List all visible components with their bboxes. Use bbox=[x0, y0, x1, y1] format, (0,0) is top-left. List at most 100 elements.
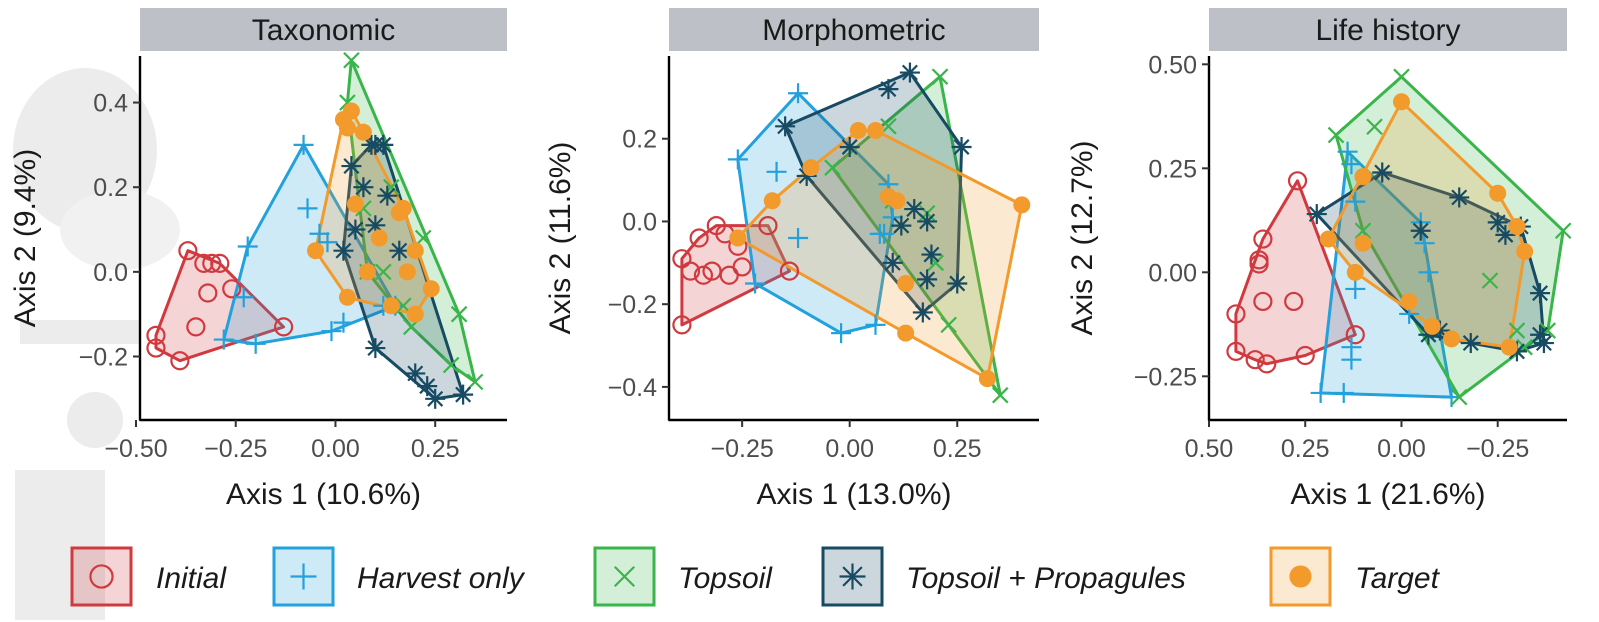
x-tick-label: 0.25 bbox=[1281, 435, 1330, 463]
point-harvest-only-5 bbox=[297, 198, 318, 219]
point-target-12 bbox=[398, 263, 416, 281]
panel-strip-life-history bbox=[1209, 8, 1567, 51]
point-target-3 bbox=[1354, 234, 1372, 252]
point-harvest-only-6 bbox=[309, 223, 330, 244]
hull-initial-life-history bbox=[1234, 179, 1357, 366]
point-harvest-only-4 bbox=[788, 228, 809, 248]
y-tick-label: −0.2 bbox=[608, 291, 657, 319]
point-target-7 bbox=[358, 263, 376, 281]
point-topsoil-9 bbox=[450, 305, 468, 323]
point-initial-3 bbox=[689, 228, 709, 248]
point-initial-5 bbox=[702, 261, 722, 281]
point-initial-4 bbox=[186, 317, 206, 337]
point-topsoil-plus-propagules-3 bbox=[1449, 187, 1470, 208]
plot-area-life-history bbox=[1226, 68, 1572, 408]
point-harvest-only-5 bbox=[831, 323, 852, 344]
point-harvest-only-4 bbox=[293, 134, 314, 155]
point-topsoil-plus-propagules-4 bbox=[899, 62, 920, 83]
point-topsoil-6 bbox=[1508, 322, 1526, 339]
series-initial-morphometric bbox=[672, 215, 800, 335]
x-tick-label: −0.50 bbox=[104, 435, 167, 463]
point-initial-5 bbox=[1284, 291, 1304, 312]
point-topsoil-plus-propagules-6 bbox=[373, 134, 394, 155]
point-target-6 bbox=[1423, 317, 1441, 335]
x-tick-label: 0.25 bbox=[933, 435, 982, 463]
point-initial-0 bbox=[672, 315, 692, 335]
point-topsoil-5 bbox=[1481, 272, 1499, 289]
point-topsoil-0 bbox=[1327, 126, 1345, 144]
point-topsoil-plus-propagules-8 bbox=[1530, 324, 1551, 345]
point-topsoil-plus-propagules-2 bbox=[1410, 220, 1431, 241]
y-tick-label: 0.00 bbox=[1148, 259, 1197, 287]
point-initial-6 bbox=[1226, 304, 1246, 324]
point-target-10 bbox=[1013, 196, 1031, 214]
y-axis-title-taxonomic: Axis 2 (9.4%) bbox=[9, 149, 42, 327]
point-initial-4 bbox=[693, 265, 714, 285]
x-tick-label: 0.25 bbox=[411, 435, 460, 463]
x-axis-title-morphometric: Axis 1 (13.0%) bbox=[756, 478, 951, 511]
panel-title-morphometric: Morphometric bbox=[762, 14, 945, 47]
point-target-0 bbox=[307, 242, 325, 260]
point-topsoil-plus-propagules-11 bbox=[951, 137, 972, 157]
point-harvest-only-2 bbox=[237, 236, 258, 257]
point-harvest-only-9 bbox=[1414, 233, 1435, 254]
hull-topsoil-morphometric bbox=[831, 75, 1002, 397]
y-axis-morphometric: −0.4 −0.2 0.0 0.2 bbox=[608, 56, 671, 421]
point-initial-1 bbox=[1253, 229, 1273, 249]
y-tick-label: −0.25 bbox=[1134, 363, 1197, 391]
point-topsoil-4 bbox=[375, 263, 392, 281]
point-harvest-only-3 bbox=[1345, 278, 1366, 299]
point-initial-1 bbox=[146, 338, 166, 358]
point-harvest-only-0 bbox=[1337, 141, 1358, 162]
point-initial-11 bbox=[758, 215, 778, 236]
y-tick-label: 0.0 bbox=[622, 208, 657, 236]
point-topsoil-plus-propagules-1 bbox=[341, 156, 362, 177]
panel-morphometric: Morphometric −0.25 0.00 0.25 −0.4 −0.2 0.0 0.… bbox=[544, 8, 1039, 511]
y-tick-label: 0.50 bbox=[1148, 51, 1197, 79]
point-target-1 bbox=[763, 192, 781, 210]
point-topsoil-3 bbox=[1354, 222, 1372, 239]
legend-marker-topsoil-plus-propagules bbox=[839, 563, 866, 590]
hull-topsoil-plus-propagules-life-history bbox=[1315, 171, 1546, 353]
point-topsoil-plus-propagules-0 bbox=[1306, 204, 1327, 225]
point-harvest-only-6 bbox=[865, 314, 886, 335]
point-topsoil-plus-propagules-12 bbox=[882, 252, 903, 273]
point-harvest-only-7 bbox=[317, 232, 338, 253]
point-target-3 bbox=[849, 121, 867, 139]
point-target-4 bbox=[867, 121, 885, 139]
legend-label-target: Target bbox=[1355, 562, 1441, 595]
point-topsoil-plus-propagules-13 bbox=[1460, 333, 1481, 354]
point-initial-10 bbox=[1295, 345, 1315, 366]
point-topsoil-plus-propagules-11 bbox=[405, 363, 426, 384]
point-initial-9 bbox=[222, 279, 242, 299]
y-tick-label: 0.4 bbox=[93, 90, 128, 118]
point-topsoil-6 bbox=[940, 316, 957, 334]
point-target-0 bbox=[1392, 93, 1410, 111]
point-topsoil-7 bbox=[992, 386, 1009, 404]
x-tick-label: 0.00 bbox=[825, 435, 874, 463]
point-harvest-only-10 bbox=[1418, 262, 1439, 283]
point-target-8 bbox=[370, 229, 388, 247]
point-target-8 bbox=[1500, 338, 1518, 356]
point-harvest-only-0 bbox=[727, 149, 748, 170]
point-harvest-only-5 bbox=[1341, 349, 1362, 370]
point-target-1 bbox=[1354, 168, 1372, 186]
point-initial-12 bbox=[779, 261, 800, 281]
point-target-5 bbox=[346, 195, 364, 213]
legend-key-target bbox=[1269, 546, 1332, 607]
y-tick-label: 0.0 bbox=[93, 259, 128, 287]
point-initial-7 bbox=[1226, 341, 1246, 361]
point-topsoil-plus-propagules-7 bbox=[917, 211, 938, 232]
point-harvest-only-1 bbox=[745, 273, 766, 294]
x-axis-life-history: 0.50 0.25 0.00 −0.25 bbox=[1185, 418, 1567, 463]
plot-area-morphometric bbox=[672, 62, 1031, 404]
series-target-taxonomic bbox=[307, 102, 440, 323]
point-topsoil-plus-propagules-13 bbox=[891, 215, 912, 236]
x-axis-morphometric: −0.25 0.00 0.25 bbox=[668, 418, 1039, 463]
point-harvest-only-3 bbox=[245, 333, 266, 354]
y-tick-label: 0.2 bbox=[622, 126, 657, 154]
point-target-6 bbox=[338, 288, 356, 306]
series-initial-life-history bbox=[1226, 171, 1365, 374]
point-initial-8 bbox=[1245, 350, 1265, 370]
